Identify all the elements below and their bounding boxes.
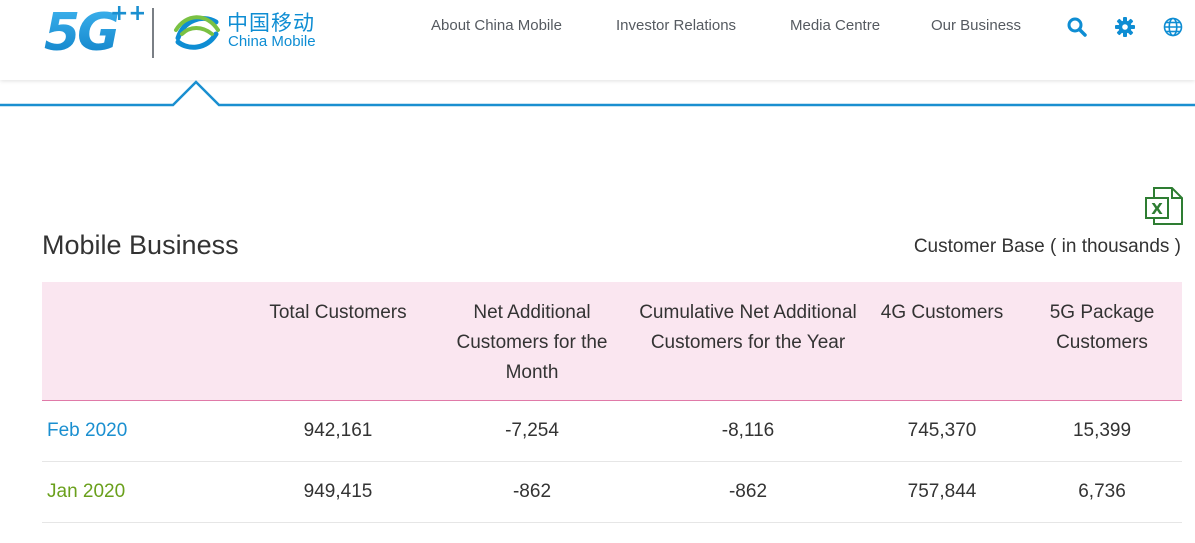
china-mobile-logo-icon[interactable] [172, 8, 222, 54]
nav-our-business[interactable]: Our Business [931, 17, 1022, 34]
5g-logo-text: 5G [44, 3, 118, 58]
cell-4g-customers: 745,370 [907, 420, 977, 441]
china-mobile-logo-cn: 中国移动 [227, 11, 315, 35]
cell-net-additional-month: -7,254 [505, 420, 559, 441]
5g-logo[interactable]: 5G ++ [44, 0, 144, 58]
cell-total-customers: 949,415 [303, 481, 373, 502]
cell-net-additional-month: -862 [512, 481, 552, 502]
column-header-5g-package-customers: 5G Package Customers [1049, 302, 1155, 353]
china-mobile-logo-en: China Mobile [228, 33, 316, 50]
table-row: Jan 2020 949,415 -862 -862 757,844 6,736 [42, 462, 1182, 523]
search-icon[interactable] [1066, 16, 1088, 38]
logo-divider [152, 8, 154, 58]
table-header-row: Total Customers Net Additional Customers… [42, 282, 1182, 401]
unit-label: Customer Base ( in thousands ) [913, 236, 1181, 257]
globe-icon[interactable] [1162, 16, 1184, 38]
column-header-cumulative-net-year: Cumulative Net Additional Customers for … [639, 302, 857, 353]
row-month-link[interactable]: Jan 2020 [47, 481, 126, 502]
gear-icon[interactable] [1114, 16, 1136, 38]
header-rule-with-notch [0, 80, 1195, 107]
cell-total-customers: 942,161 [303, 420, 373, 441]
cell-cumulative-net-year: -862 [728, 481, 768, 502]
cell-cumulative-net-year: -8,116 [721, 420, 775, 441]
table-row: Feb 2020 942,161 -7,254 -8,116 745,370 1… [42, 401, 1182, 462]
column-header-net-additional-month: Net Additional Customers for the Month [456, 302, 608, 383]
site-header: 5G ++ 中国移动 China Mobile About China Mobi… [0, 0, 1195, 80]
nav-about-china-mobile[interactable]: About China Mobile [431, 17, 562, 34]
customer-base-table: Total Customers Net Additional Customers… [42, 282, 1182, 523]
column-header-4g-customers: 4G Customers [880, 302, 1004, 323]
cell-5g-package-customers: 6,736 [1078, 481, 1126, 502]
svg-text:X: X [1151, 200, 1163, 218]
nav-media-centre[interactable]: Media Centre [790, 17, 881, 34]
page-title: Mobile Business [42, 230, 239, 260]
svg-text:++: ++ [110, 1, 144, 26]
excel-download-icon[interactable]: X [1144, 186, 1184, 226]
nav-investor-relations[interactable]: Investor Relations [616, 17, 737, 34]
column-header-total-customers: Total Customers [269, 302, 407, 323]
cell-4g-customers: 757,844 [907, 481, 977, 502]
cell-5g-package-customers: 15,399 [1072, 420, 1132, 441]
row-month-link[interactable]: Feb 2020 [47, 420, 128, 441]
